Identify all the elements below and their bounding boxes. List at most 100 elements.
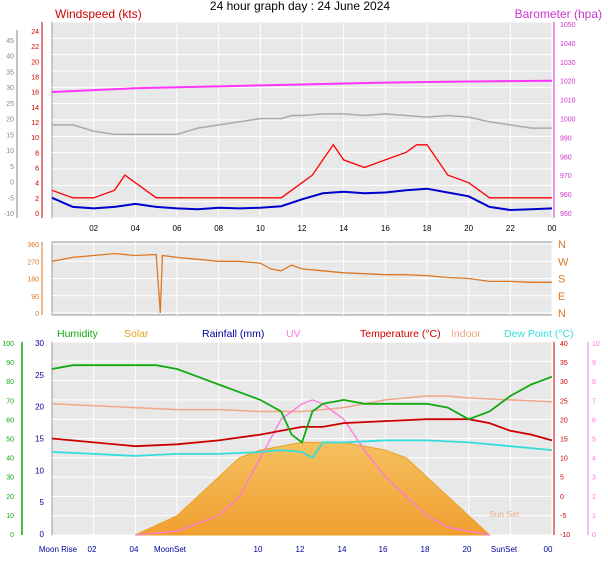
legend-item: Humidity [57, 328, 99, 340]
outer-y-tick: 45 [6, 38, 14, 45]
x-tick-label: 02 [89, 224, 98, 233]
humidity-y-tick: 0 [10, 532, 14, 539]
temp-series [51, 364, 553, 536]
outer-y-tick: -5 [8, 195, 14, 202]
legend-item: UV [286, 328, 301, 340]
x-tick-label: 00 [544, 545, 553, 554]
temp-y-tick: 20 [560, 417, 568, 424]
humidity-y-tick: 90 [6, 360, 14, 367]
panel-wind: Windspeed (kts) Barometer (hpa) 02 04 06 08… [4, 7, 602, 233]
x-tick-label: 06 [173, 224, 182, 233]
series-gust [51, 143, 552, 199]
wind-y-tick: 4 [35, 181, 39, 188]
compass-tick: N [558, 239, 566, 251]
wind-y-tick: 6 [35, 166, 39, 173]
uv-y-tick: 6 [592, 417, 596, 424]
temp-legend: Humidity Solar Rainfall (mm) UV Temperature … [57, 328, 574, 340]
wind-y-tick: 16 [31, 90, 39, 97]
pressure-y-tick: 1040 [560, 41, 576, 48]
wind-series [51, 79, 553, 212]
humidity-y-tick: 20 [6, 494, 14, 501]
x-tick-label: 14 [339, 224, 348, 233]
uv-y-tick: 0 [592, 532, 596, 539]
x-tick-label: 20 [463, 545, 472, 554]
uv-y-tick: 3 [592, 475, 596, 482]
outer-y-tick: 30 [6, 85, 14, 92]
legend-item: Temperature (°C) [360, 328, 441, 340]
sunset-annotation: Sun Set [489, 509, 520, 519]
humidity-y-tick: 80 [6, 379, 14, 386]
pressure-y-tick: 1030 [560, 60, 576, 67]
uv-y-tick: 10 [592, 341, 600, 348]
uv-y-tick: 1 [592, 513, 596, 520]
x-tick-label: 10 [256, 224, 265, 233]
temp-axes: Moon Rise 02 04 MoonSet 10 12 14 16 18 20 SunSet 00… [2, 339, 600, 554]
compass-tick: N [558, 308, 566, 320]
series-dew-point [51, 439, 553, 459]
pressure-y-tick: 980 [560, 154, 572, 161]
compass-tick: E [558, 291, 565, 303]
compass-tick: S [558, 274, 565, 286]
humidity-y-tick: 40 [6, 456, 14, 463]
x-tick-label: SunSet [491, 545, 518, 554]
humidity-y-tick: 60 [6, 417, 14, 424]
legend-item: Rainfall (mm) [202, 328, 264, 340]
direction-series [51, 252, 552, 314]
humidity-y-tick: 50 [6, 437, 14, 444]
wind-grid [52, 21, 553, 219]
x-tick-label: 12 [296, 545, 305, 554]
series-temperature [51, 418, 553, 448]
x-tick-label: 22 [506, 224, 515, 233]
direction-y-tick: 90 [31, 294, 39, 301]
temp-y-tick: 0 [560, 494, 564, 501]
series-direction [51, 252, 552, 314]
temp-y-tick: 10 [560, 456, 568, 463]
outer-y-tick: -10 [4, 211, 14, 218]
wind-y-tick: 22 [31, 44, 39, 51]
compass-tick: W [558, 256, 569, 268]
temp-y-tick: 35 [560, 360, 568, 367]
humidity-y-tick: 10 [6, 513, 14, 520]
barometer-label: Barometer (hpa) [515, 7, 602, 21]
outer-y-tick: 25 [6, 101, 14, 108]
humidity-y-tick: 100 [2, 341, 14, 348]
series-humidity [51, 364, 553, 444]
rain-y-tick: 15 [35, 435, 44, 444]
direction-y-tick: 180 [27, 277, 39, 284]
pressure-y-tick: 1000 [560, 117, 576, 124]
humidity-y-tick: 70 [6, 398, 14, 405]
wind-y-tick: 20 [31, 59, 39, 66]
rain-y-tick: 10 [35, 466, 44, 475]
series-avg-wind [51, 187, 553, 212]
panel-temperature: Humidity Solar Rainfall (mm) UV Temperature … [2, 328, 600, 554]
direction-y-tick: 360 [27, 242, 39, 249]
rain-y-tick: 30 [35, 339, 44, 348]
x-tick-label: 00 [548, 224, 557, 233]
pressure-y-tick: 950 [560, 211, 572, 218]
series-gray [52, 113, 552, 136]
temp-y-tick: 25 [560, 398, 568, 405]
x-tick-label: 20 [464, 224, 473, 233]
direction-y-tick: 0 [35, 311, 39, 318]
uv-y-tick: 9 [592, 360, 596, 367]
wind-y-tick: 14 [31, 105, 39, 112]
legend-item: Dew Point (°C) [504, 328, 574, 340]
uv-y-tick: 8 [592, 379, 596, 386]
page-title: 24 hour graph day : 24 June 2024 [210, 0, 390, 13]
rain-y-tick: 5 [40, 498, 45, 507]
rain-y-tick: 20 [35, 403, 44, 412]
direction-y-tick: 270 [27, 259, 39, 266]
rain-y-tick: 25 [35, 371, 44, 380]
outer-y-tick: 5 [10, 164, 14, 171]
humidity-y-tick: 30 [6, 475, 14, 482]
wind-y-tick: 2 [35, 196, 39, 203]
windspeed-label: Windspeed (kts) [55, 7, 142, 21]
x-tick-label: 18 [421, 545, 430, 554]
temp-y-tick: -5 [560, 513, 566, 520]
uv-y-tick: 2 [592, 494, 596, 501]
wind-y-tick: 24 [31, 29, 39, 36]
x-tick-label: 04 [130, 545, 139, 554]
x-tick-label: 16 [381, 224, 390, 233]
pressure-y-tick: 1050 [560, 22, 576, 29]
